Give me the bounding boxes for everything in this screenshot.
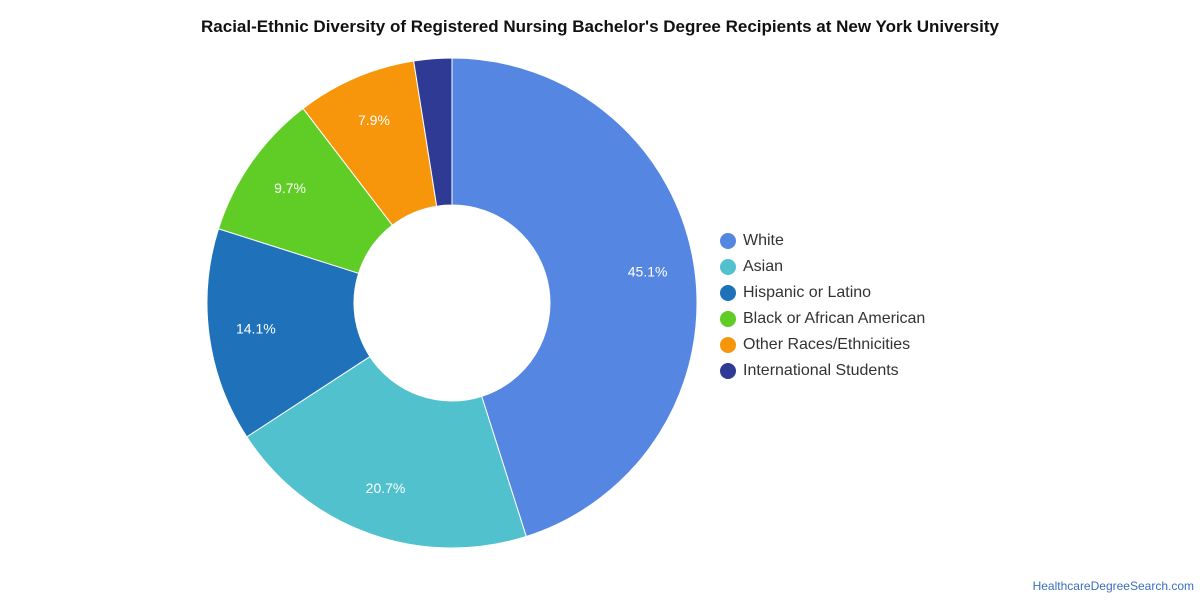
chart-legend: White Asian Hispanic or Latino Black or Afr…	[720, 228, 925, 384]
legend-swatch-icon	[720, 337, 736, 353]
legend-swatch-icon	[720, 363, 736, 379]
chart-title: Racial-Ethnic Diversity of Registered Nu…	[201, 17, 999, 36]
data-label-white: 45.1%	[628, 263, 668, 279]
legend-item-hispanic-or-latino[interactable]: Hispanic or Latino	[720, 280, 925, 306]
legend-swatch-icon	[720, 233, 736, 249]
legend-label: Hispanic or Latino	[743, 284, 872, 301]
legend-item-white[interactable]: White	[720, 228, 925, 254]
legend-label: Black or African American	[743, 310, 926, 327]
legend-item-black-or-african-american[interactable]: Black or African American	[720, 306, 925, 332]
data-label-black-or-african-american: 9.7%	[274, 180, 306, 196]
legend-label: Asian	[743, 258, 784, 275]
legend-label: Other Races/Ethnicities	[743, 336, 911, 353]
legend-swatch-icon	[720, 259, 736, 275]
data-label-hispanic-or-latino: 14.1%	[236, 320, 276, 336]
slice-hispanic-or-latino[interactable]	[206, 228, 371, 438]
legend-item-other-races-ethnicities[interactable]: Other Races/Ethnicities	[720, 332, 925, 358]
legend-item-international-students[interactable]: International Students	[720, 358, 925, 384]
legend-swatch-icon	[720, 311, 736, 327]
slice-white[interactable]	[451, 57, 698, 538]
data-label-asian: 20.7%	[366, 480, 406, 496]
legend-swatch-icon	[720, 285, 736, 301]
legend-label: International Students	[743, 362, 899, 379]
slice-international-students[interactable]	[413, 57, 453, 207]
data-label-other-races-ethnicities: 7.9%	[358, 112, 390, 128]
legend-label: White	[743, 232, 784, 249]
legend-item-asian[interactable]: Asian	[720, 254, 925, 280]
source-credit-link[interactable]: HealthcareDegreeSearch.com	[1032, 579, 1194, 593]
slice-asian[interactable]	[246, 355, 527, 549]
